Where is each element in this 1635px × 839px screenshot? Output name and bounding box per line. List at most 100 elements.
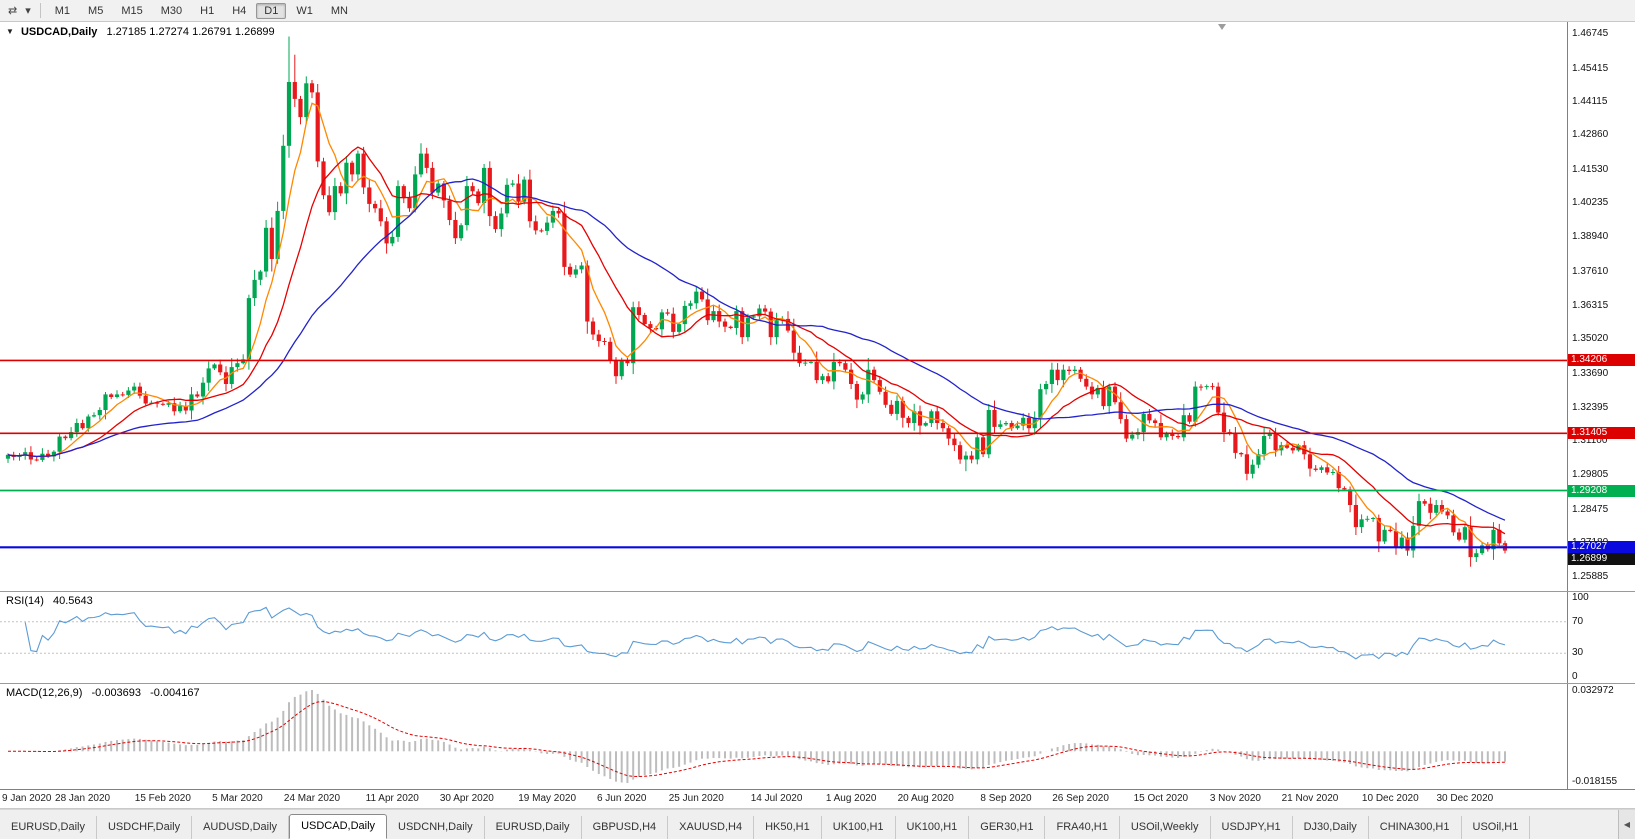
price-chart[interactable]: ▼ USDCAD,Daily 1.27185 1.27274 1.26791 1… [0, 22, 1567, 591]
tab-scroll-left-icon[interactable]: ◀ [1618, 810, 1635, 839]
timeframe-h1[interactable]: H1 [200, 4, 215, 17]
timeframe-h4[interactable]: H4 [232, 4, 247, 17]
tab-china300-h1[interactable]: CHINA300,H1 [1368, 816, 1462, 839]
tab-usoil-h1[interactable]: USOil,H1 [1461, 816, 1531, 839]
date-label: 21 Nov 2020 [1281, 793, 1339, 804]
tab-usdjpy-h1[interactable]: USDJPY,H1 [1210, 816, 1293, 839]
date-label: 24 Mar 2020 [283, 793, 341, 804]
date-label: 3 Nov 2020 [1209, 793, 1261, 804]
price-tick-label: 1.35020 [1572, 333, 1609, 345]
date-label: 30 Apr 2020 [439, 793, 494, 804]
price-tick-label: 1.37610 [1572, 265, 1609, 277]
timeframe-w1[interactable]: W1 [296, 4, 313, 17]
tab-usdcnh-daily[interactable]: USDCNH,Daily [387, 816, 485, 839]
chart-title: ▼ USDCAD,Daily 1.27185 1.27274 1.26791 1… [6, 26, 275, 38]
timeframe-buttons: M1 M5 M15 M30 H1 H4 D1 W1 MN [46, 2, 357, 19]
price-tick-label: 1.33690 [1572, 367, 1609, 379]
time-axis[interactable]: 9 Jan 2020 28 Jan 2020 15 Feb 2020 5 Mar 20… [0, 790, 1635, 809]
tab-xauusd-h4[interactable]: XAUUSD,H4 [668, 816, 755, 839]
macd-chart[interactable]: MACD(12,26,9) -0.003693 -0.004167 [0, 684, 1567, 789]
tab-audusd-daily[interactable]: AUDUSD,Daily [192, 816, 290, 839]
rsi-pane: RSI(14) 40.5643 100 70 30 0 [0, 592, 1635, 684]
date-label: 28 Jan 2020 [55, 793, 111, 804]
timeframe-m5[interactable]: M5 [88, 4, 104, 17]
tab-gbpusd-h4[interactable]: GBPUSD,H4 [581, 816, 669, 839]
date-label: 1 Aug 2020 [825, 793, 877, 804]
rsi-title: RSI(14) 40.5643 [6, 595, 99, 607]
rsi-chart[interactable]: RSI(14) 40.5643 [0, 592, 1567, 683]
price-level-label: 1.29208 [1568, 484, 1635, 497]
tab-eurusd-daily[interactable]: EURUSD,Daily [0, 816, 97, 839]
price-level-label: 1.34206 [1568, 354, 1635, 367]
date-label: 26 Sep 2020 [1052, 793, 1109, 804]
rsi-line-svg [0, 606, 1567, 660]
timeframe-d1[interactable]: D1 [256, 2, 287, 19]
price-tick-label: 1.40235 [1572, 197, 1609, 209]
chart-shift-marker[interactable] [1218, 24, 1226, 30]
date-label: 14 Jul 2020 [750, 793, 803, 804]
timeframe-m15[interactable]: M15 [121, 4, 143, 17]
tab-ger30-h1[interactable]: GER30,H1 [969, 816, 1046, 839]
bid-price-label: 1.26899 [1568, 553, 1635, 566]
date-label: 6 Jun 2020 [596, 793, 647, 804]
tab-uk100-h1[interactable]: UK100,H1 [821, 816, 896, 839]
date-label: 25 Jun 2020 [668, 793, 724, 804]
rsi-axis[interactable]: 100 70 30 0 [1567, 592, 1635, 683]
price-tick-label: 1.44115 [1572, 96, 1608, 108]
macd-top-tick-label: 0.032972 [1572, 685, 1614, 696]
price-tick-label: 1.38940 [1572, 231, 1609, 243]
price-axis[interactable]: 1.46745 1.45415 1.44115 1.42860 1.41530 1.402… [1567, 22, 1635, 591]
price-tick-label: 1.31100 [1572, 435, 1608, 447]
date-label: 9 Jan 2020 [2, 793, 52, 804]
tab-usdchf-daily[interactable]: USDCHF,Daily [96, 816, 193, 839]
toolbar-separator [39, 3, 41, 18]
macd-histogram-svg [8, 690, 1506, 783]
dropdown-caret-icon[interactable]: ▾ [25, 5, 31, 17]
ohlc-values: 1.27185 1.27274 1.26791 1.26899 [106, 26, 275, 38]
date-label: 5 Mar 2020 [212, 793, 263, 804]
date-label: 8 Sep 2020 [980, 793, 1032, 804]
date-label: 15 Feb 2020 [134, 793, 191, 804]
price-tick-label: 1.36315 [1572, 299, 1609, 311]
tab-eurusd-daily[interactable]: EURUSD,Daily [484, 816, 582, 839]
price-pane: ▼ USDCAD,Daily 1.27185 1.27274 1.26791 1… [0, 22, 1635, 592]
macd-title: MACD(12,26,9) -0.003693 -0.004167 [6, 687, 206, 699]
rsi-value: 40.5643 [52, 595, 93, 607]
price-level-label: 1.31405 [1568, 427, 1635, 440]
tab-fra40-h1[interactable]: FRA40,H1 [1045, 816, 1120, 839]
price-tick-label: 1.41530 [1572, 163, 1609, 175]
rsi-tick-label: 70 [1572, 615, 1584, 627]
chart-tabs-bar: EURUSD,Daily USDCHF,Daily AUDUSD,Daily USDC… [0, 809, 1635, 839]
tab-dj30-daily[interactable]: DJ30,Daily [1292, 816, 1369, 839]
one-click-trading-icon[interactable]: ▼ [6, 27, 14, 36]
date-label: 30 Dec 2020 [1436, 793, 1494, 804]
rsi-tick-label: 0 [1572, 671, 1578, 682]
date-label: 10 Dec 2020 [1361, 793, 1419, 804]
price-tick-label: 1.46745 [1572, 28, 1609, 39]
price-tick-label: 1.42860 [1572, 129, 1609, 141]
date-label: 15 Oct 2020 [1133, 793, 1189, 804]
timeframe-toolbar: ⇄ ▾ M1 M5 M15 M30 H1 H4 D1 W1 MN [0, 0, 1635, 22]
macd-main-value: -0.003693 [91, 687, 142, 699]
macd-name: MACD(12,26,9) [6, 687, 83, 699]
tab-usoil-weekly[interactable]: USOil,Weekly [1119, 816, 1211, 839]
candlestick-chart-svg [0, 36, 1567, 567]
price-tick-label: 1.29805 [1572, 468, 1609, 480]
rsi-tick-label: 30 [1572, 647, 1584, 659]
tab-uk100-h1[interactable]: UK100,H1 [895, 816, 970, 839]
price-tick-label: 1.28475 [1572, 503, 1609, 515]
price-tick-label: 1.45415 [1572, 62, 1609, 74]
price-tick-label: 1.32395 [1572, 401, 1609, 413]
tab-usdcad-daily[interactable]: USDCAD,Daily [289, 814, 388, 839]
tab-hk50-h1[interactable]: HK50,H1 [754, 816, 822, 839]
chart-shift-icon[interactable]: ⇄ [8, 5, 18, 17]
timeframe-m1[interactable]: M1 [54, 4, 71, 17]
macd-bottom-tick-label: -0.018155 [1572, 776, 1618, 787]
timeframe-mn[interactable]: MN [330, 4, 348, 17]
macd-signal-value: -0.004167 [150, 687, 200, 699]
macd-axis[interactable]: 0.032972 -0.018155 [1567, 684, 1635, 789]
timeframe-m30[interactable]: M30 [160, 4, 183, 17]
date-label: 11 Apr 2020 [365, 793, 419, 804]
rsi-tick-label: 100 [1572, 592, 1589, 603]
